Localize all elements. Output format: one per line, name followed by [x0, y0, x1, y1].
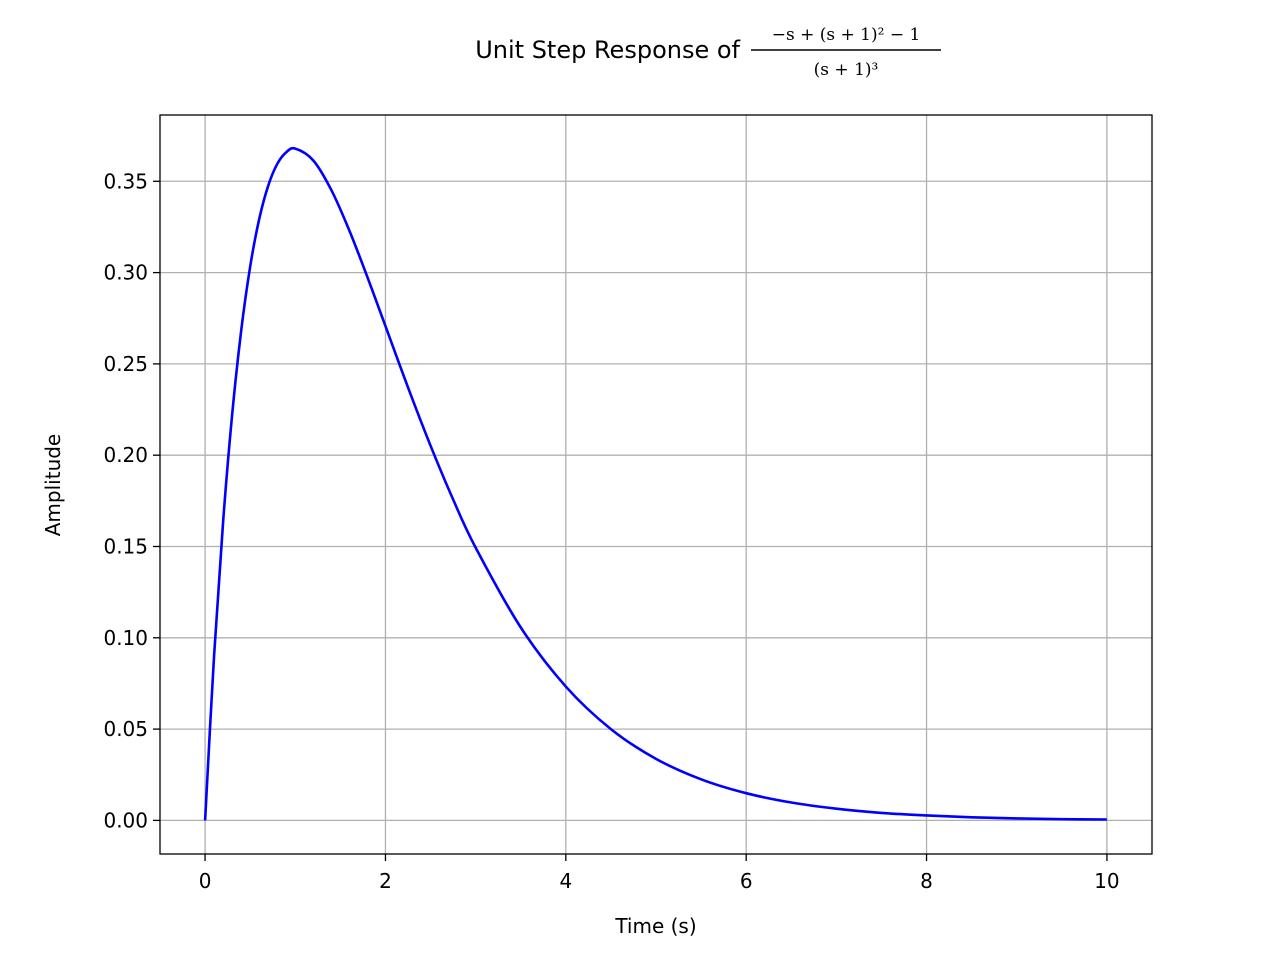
- chart-title: Unit Step Response of −s + (s + 1)² − 1 …: [475, 25, 941, 80]
- y-axis-ticks: 0.00 0.05 0.10 0.15 0.20 0.25 0.30 0.35: [103, 169, 160, 832]
- y-tick-label: 0.10: [103, 626, 148, 650]
- x-tick-label: 6: [740, 869, 753, 893]
- series-layer: [203, 146, 1107, 821]
- y-tick-label: 0.25: [103, 352, 148, 376]
- x-tick-label: 0: [199, 869, 212, 893]
- x-axis-ticks: 0 2 4 6 8 10: [199, 854, 1120, 893]
- plot-frame: [159, 114, 1153, 855]
- grid: [160, 115, 1152, 854]
- y-tick-label: 0.20: [103, 443, 148, 467]
- y-axis-label: Amplitude: [41, 434, 65, 537]
- title-fraction-denominator: (s + 1)³: [814, 60, 879, 80]
- x-tick-label: 4: [559, 869, 572, 893]
- title-fraction-numerator: −s + (s + 1)² − 1: [772, 25, 921, 45]
- chart-title-prefix: Unit Step Response of: [475, 36, 740, 64]
- y-tick-label: 0.00: [103, 808, 148, 832]
- y-tick-label: 0.30: [103, 261, 148, 285]
- y-tick-label: 0.35: [103, 169, 148, 193]
- y-tick-label: 0.15: [103, 534, 148, 558]
- x-axis-label: Time (s): [614, 914, 696, 938]
- x-tick-label: 2: [379, 869, 392, 893]
- x-tick-label: 8: [920, 869, 933, 893]
- y-tick-label: 0.05: [103, 717, 148, 741]
- x-tick-label: 10: [1094, 869, 1119, 893]
- series-line-0: [203, 146, 1107, 821]
